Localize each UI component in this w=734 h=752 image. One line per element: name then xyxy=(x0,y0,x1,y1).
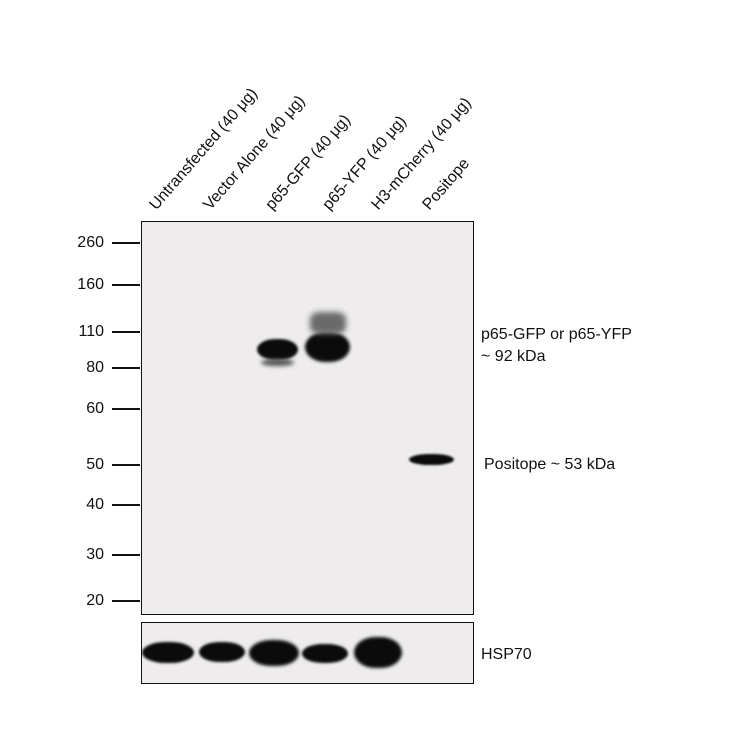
mw-tick-160 xyxy=(112,284,140,286)
mw-label-50: 50 xyxy=(86,456,104,473)
loading-control-blot xyxy=(141,622,474,684)
mw-tick-110 xyxy=(112,331,140,333)
mw-label-40: 40 xyxy=(86,496,104,513)
band-positope xyxy=(409,454,454,465)
mw-label-30: 30 xyxy=(86,546,104,563)
main-blot xyxy=(141,221,474,615)
mw-tick-80 xyxy=(112,367,140,369)
annotation-positope: Positope ~ 53 kDa xyxy=(484,456,616,473)
mw-tick-260 xyxy=(112,242,140,244)
annotation-p65-line2: ~ 92 kDa xyxy=(481,348,546,365)
band-p65-yfp-smear xyxy=(310,312,346,334)
mw-tick-30 xyxy=(112,554,140,556)
mw-label-60: 60 xyxy=(86,400,104,417)
mw-label-110: 110 xyxy=(78,323,104,340)
mw-tick-50 xyxy=(112,464,140,466)
hsp70-band-vector-alone xyxy=(199,642,245,662)
mw-label-20: 20 xyxy=(86,592,104,609)
annotation-hsp70: HSP70 xyxy=(481,646,532,663)
band-p65-gfp xyxy=(257,339,298,360)
band-p65-gfp-shadow xyxy=(261,359,294,366)
lane-label-positope: Positope xyxy=(419,155,474,214)
hsp70-band-p65-gfp xyxy=(249,640,299,666)
hsp70-band-h3-mcherry xyxy=(354,637,402,668)
mw-tick-40 xyxy=(112,504,140,506)
mw-label-160: 160 xyxy=(77,276,104,293)
mw-label-80: 80 xyxy=(86,359,104,376)
hsp70-band-untransfected xyxy=(142,642,194,663)
mw-label-260: 260 xyxy=(77,234,104,251)
annotation-p65-line1: p65-GFP or p65-YFP xyxy=(481,326,632,343)
mw-tick-60 xyxy=(112,408,140,410)
lane-label-vector-alone: Vector Alone (40 μg) xyxy=(200,92,309,214)
band-p65-yfp xyxy=(305,332,350,362)
hsp70-band-p65-yfp xyxy=(302,644,348,663)
mw-tick-20 xyxy=(112,600,140,602)
